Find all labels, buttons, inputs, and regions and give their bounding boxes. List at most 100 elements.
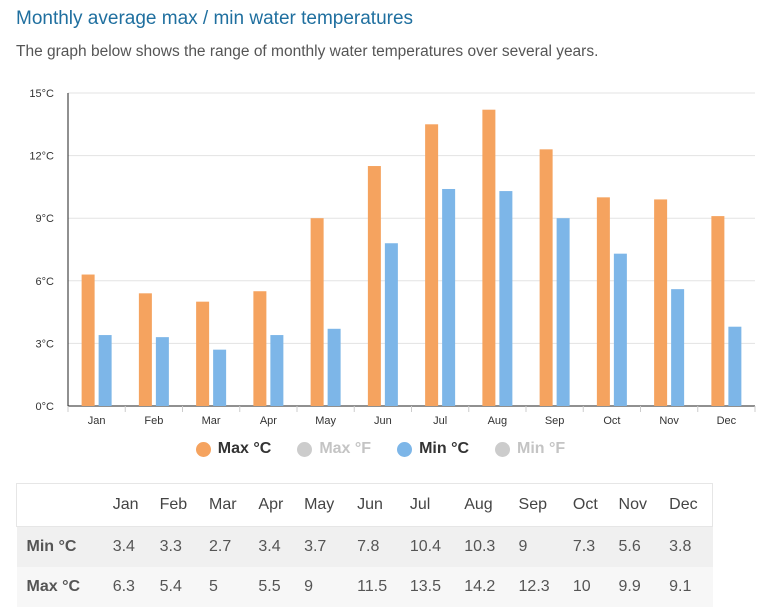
table-header-cell: Oct — [564, 483, 611, 527]
legend-item-max-f[interactable]: Max °F — [297, 440, 371, 458]
x-tick-label: Apr — [260, 415, 277, 427]
table-corner — [16, 483, 105, 527]
table-row: Max °C 6.3 5.4 5 5.5 9 11.5 13.5 14.2 12.3 10 9.9 9.… — [16, 567, 713, 607]
legend-item-max-c[interactable]: Max °C — [195, 440, 272, 458]
table-row: Min °C 3.4 3.3 2.7 3.4 3.7 7.8 10.4 10.3 9 7.3 5.6 3… — [16, 526, 713, 567]
table-header-cell: May — [296, 483, 350, 527]
x-tick-label: Jul — [433, 415, 447, 427]
table-header-row: Jan Feb Mar Apr May Jun Jul Aug Sep Oct Nov Dec — [16, 483, 713, 527]
bar-min-feb — [155, 337, 169, 406]
bar-min-apr — [270, 335, 284, 406]
page-title: Monthly average max / min water temperat… — [16, 8, 414, 29]
table-header-cell: Jan — [104, 483, 152, 527]
legend-item-min-c[interactable]: Min °C — [397, 440, 469, 458]
table-cell: 10.3 — [456, 526, 511, 567]
y-tick-label: 15°C — [29, 88, 54, 100]
table-cell: 3.4 — [250, 526, 297, 567]
legend-dot-icon — [397, 441, 413, 457]
bar-min-sep — [556, 218, 570, 406]
chart-legend: Max °C Max °F Min °C Min °F — [0, 440, 761, 458]
legend-label: Min °F — [517, 440, 566, 457]
bar-max-jan — [81, 274, 95, 406]
x-tick-label: Dec — [717, 415, 737, 427]
table-header-cell: Aug — [456, 483, 511, 527]
table-header-cell: Dec — [661, 483, 713, 527]
bar-max-mar — [196, 301, 210, 406]
bar-min-dec — [728, 326, 742, 406]
table-cell: 9 — [296, 567, 350, 607]
table-cell: 5.5 — [250, 567, 297, 607]
bar-max-sep — [539, 149, 553, 406]
table-row-label: Min °C — [16, 526, 105, 567]
bar-min-jun — [384, 243, 398, 406]
bar-max-jun — [367, 166, 381, 406]
table-row-label: Max °C — [16, 567, 105, 607]
table-cell: 3.4 — [104, 526, 152, 567]
legend-label: Max °C — [217, 440, 272, 457]
table-cell: 12.3 — [510, 567, 565, 607]
legend-dot-icon — [495, 441, 511, 457]
temperature-table: Jan Feb Mar Apr May Jun Jul Aug Sep Oct Nov Dec Min… — [16, 483, 713, 607]
water-temperature-chart: 0°C 3°C 6°C 9°C 12°C 15°C Jan Feb Mar Apr May Jun Ju… — [29, 88, 756, 427]
bar-max-oct — [596, 197, 610, 406]
table-cell: 13.5 — [401, 567, 457, 607]
bar-min-may — [327, 328, 341, 406]
bar-max-feb — [138, 293, 152, 406]
page-subtitle: The graph below shows the range of month… — [16, 43, 599, 60]
bar-min-oct — [613, 253, 627, 406]
table-cell: 14.2 — [456, 567, 511, 607]
legend-dot-icon — [195, 441, 211, 457]
table-cell: 6.3 — [104, 567, 152, 607]
y-tick-label: 6°C — [36, 276, 55, 288]
table-cell: 9 — [510, 526, 565, 567]
x-tick-label: Jan — [88, 415, 106, 427]
table-cell: 5.4 — [151, 567, 202, 607]
bar-max-may — [310, 218, 324, 406]
bar-max-nov — [654, 199, 668, 406]
legend-item-min-f[interactable]: Min °F — [495, 440, 565, 458]
table-cell: 3.7 — [296, 526, 350, 567]
table-cell: 11.5 — [349, 567, 402, 607]
legend-label: Min °C — [419, 440, 470, 457]
table-cell: 7.3 — [564, 526, 611, 567]
table-header-cell: Apr — [250, 483, 297, 527]
x-tick-label: Feb — [144, 415, 163, 427]
table-cell: 9.9 — [610, 567, 662, 607]
y-tick-label: 9°C — [36, 213, 55, 225]
x-tick-label: Sep — [545, 415, 565, 427]
y-tick-label: 12°C — [29, 151, 54, 163]
legend-dot-icon — [297, 441, 313, 457]
table-cell: 10.4 — [401, 526, 457, 567]
y-tick-label: 0°C — [36, 401, 55, 413]
table-header-cell: Jul — [401, 483, 457, 527]
table-cell: 5.6 — [610, 526, 662, 567]
table-cell: 10 — [564, 567, 611, 607]
x-tick-label: Jun — [374, 415, 392, 427]
bar-min-jan — [98, 335, 112, 406]
table-header-cell: Jun — [349, 483, 402, 527]
bar-min-aug — [499, 191, 513, 406]
table-cell: 5 — [201, 567, 251, 607]
table-cell: 3.3 — [151, 526, 202, 567]
table-header-cell: Mar — [201, 483, 251, 527]
bar-max-apr — [253, 291, 267, 406]
x-tick-label: Nov — [659, 415, 679, 427]
table-cell: 2.7 — [201, 526, 251, 567]
bar-max-aug — [482, 109, 496, 406]
x-tick-label: Aug — [488, 415, 508, 427]
x-tick-label: May — [315, 415, 336, 427]
bar-min-nov — [671, 289, 685, 406]
table-header-cell: Feb — [151, 483, 202, 527]
y-tick-label: 3°C — [36, 338, 55, 350]
bar-max-jul — [425, 124, 439, 407]
table-cell: 7.8 — [349, 526, 402, 567]
legend-label: Max °F — [319, 440, 372, 457]
table-cell: 9.1 — [661, 567, 713, 607]
table-cell: 3.8 — [661, 526, 713, 567]
x-tick-label: Mar — [202, 415, 221, 427]
table-header-cell: Sep — [510, 483, 565, 527]
bar-min-jul — [442, 188, 456, 406]
x-tick-label: Oct — [603, 415, 620, 427]
bar-min-mar — [213, 349, 227, 406]
bar-max-dec — [711, 216, 725, 406]
